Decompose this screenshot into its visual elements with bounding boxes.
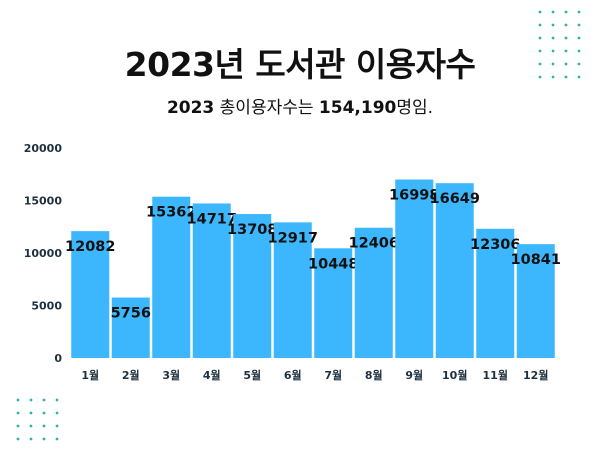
bar xyxy=(192,203,231,358)
decor-dot xyxy=(551,10,555,14)
decor-dot xyxy=(55,398,59,402)
bar xyxy=(152,196,191,358)
x-tick-label: 6월 xyxy=(284,368,302,382)
data-label: 12306 xyxy=(470,237,520,253)
x-tick-label: 10월 xyxy=(442,368,467,382)
decor-dot xyxy=(577,10,581,14)
decorative-dots-top-right xyxy=(538,10,581,79)
data-label: 12917 xyxy=(268,230,318,246)
y-tick-label: 5000 xyxy=(31,300,62,313)
bar xyxy=(354,227,393,358)
decor-dot xyxy=(551,36,555,40)
data-label: 5756 xyxy=(111,306,151,322)
data-label: 12082 xyxy=(65,239,115,255)
bar xyxy=(435,183,474,358)
decor-dot xyxy=(42,424,46,428)
y-axis: 0 5000 10000 15000 20000 xyxy=(24,142,63,365)
decor-dot xyxy=(538,23,542,27)
decor-dot xyxy=(551,62,555,66)
data-label: 13708 xyxy=(227,222,277,238)
decor-dot xyxy=(55,411,59,415)
x-axis: 1월 2월 3월 4월 5월 6월 7월 8월 9월 10월 11월 12월 xyxy=(81,368,548,382)
decor-dot xyxy=(564,75,568,79)
decor-dot xyxy=(538,36,542,40)
decor-dot xyxy=(551,23,555,27)
decorative-dots-bottom-left xyxy=(16,398,59,441)
x-tick-label: 7월 xyxy=(324,368,342,382)
data-label: 10448 xyxy=(308,256,358,272)
decor-dot xyxy=(577,36,581,40)
decor-dot xyxy=(29,411,33,415)
decor-dot xyxy=(16,437,20,441)
subtitle-suffix: 명임. xyxy=(396,98,434,118)
decor-dot xyxy=(538,62,542,66)
bar xyxy=(314,248,353,358)
decor-dot xyxy=(16,411,20,415)
decor-dot xyxy=(42,437,46,441)
decor-dot xyxy=(538,10,542,14)
bar xyxy=(273,222,312,358)
y-tick-label: 0 xyxy=(54,352,62,365)
decor-dot xyxy=(564,62,568,66)
decor-dot xyxy=(564,49,568,53)
x-tick-label: 12월 xyxy=(523,368,548,382)
x-tick-label: 1월 xyxy=(81,368,99,382)
bar xyxy=(111,297,150,358)
decor-dot xyxy=(42,398,46,402)
subtitle-year: 2023 xyxy=(166,98,215,118)
x-tick-label: 2월 xyxy=(122,368,140,382)
decor-dot xyxy=(551,75,555,79)
decor-dot xyxy=(55,424,59,428)
y-tick-label: 10000 xyxy=(24,247,63,260)
data-label: 16649 xyxy=(430,191,480,207)
bar xyxy=(233,214,272,358)
chart-subtitle: 2023 총이용자수는 154,190명임. xyxy=(0,93,600,118)
decor-dot xyxy=(29,398,33,402)
decor-dot xyxy=(42,411,46,415)
decor-dot xyxy=(538,75,542,79)
decor-dot xyxy=(577,49,581,53)
decor-dot xyxy=(538,49,542,53)
decor-dot xyxy=(55,437,59,441)
data-label: 12406 xyxy=(349,236,399,252)
x-tick-label: 5월 xyxy=(243,368,261,382)
x-tick-label: 4월 xyxy=(203,368,221,382)
bar xyxy=(71,231,110,358)
y-tick-label: 20000 xyxy=(24,142,63,155)
decor-dot xyxy=(564,23,568,27)
data-label: 15362 xyxy=(146,205,196,221)
decor-dot xyxy=(551,49,555,53)
subtitle-text: 총이용자수는 xyxy=(214,98,319,118)
bar xyxy=(476,228,515,358)
x-tick-label: 8월 xyxy=(365,368,383,382)
subtitle-total: 154,190 xyxy=(318,98,397,118)
decor-dot xyxy=(29,424,33,428)
decor-dot xyxy=(577,62,581,66)
bar xyxy=(516,244,555,358)
x-tick-label: 9월 xyxy=(405,368,423,382)
decor-dot xyxy=(564,36,568,40)
x-tick-label: 3월 xyxy=(162,368,180,382)
x-tick-label: 11월 xyxy=(483,368,508,382)
decor-dot xyxy=(29,437,33,441)
decor-dot xyxy=(16,398,20,402)
decor-dot xyxy=(564,10,568,14)
data-label: 10841 xyxy=(511,252,561,268)
decor-dot xyxy=(577,75,581,79)
data-label: 16998 xyxy=(389,188,439,204)
data-label: 14717 xyxy=(187,211,237,227)
decor-dot xyxy=(16,424,20,428)
decor-dot xyxy=(577,23,581,27)
chart-title: 2023년 도서관 이용자수 xyxy=(124,45,476,84)
y-tick-label: 15000 xyxy=(24,195,63,208)
bar xyxy=(395,179,434,358)
